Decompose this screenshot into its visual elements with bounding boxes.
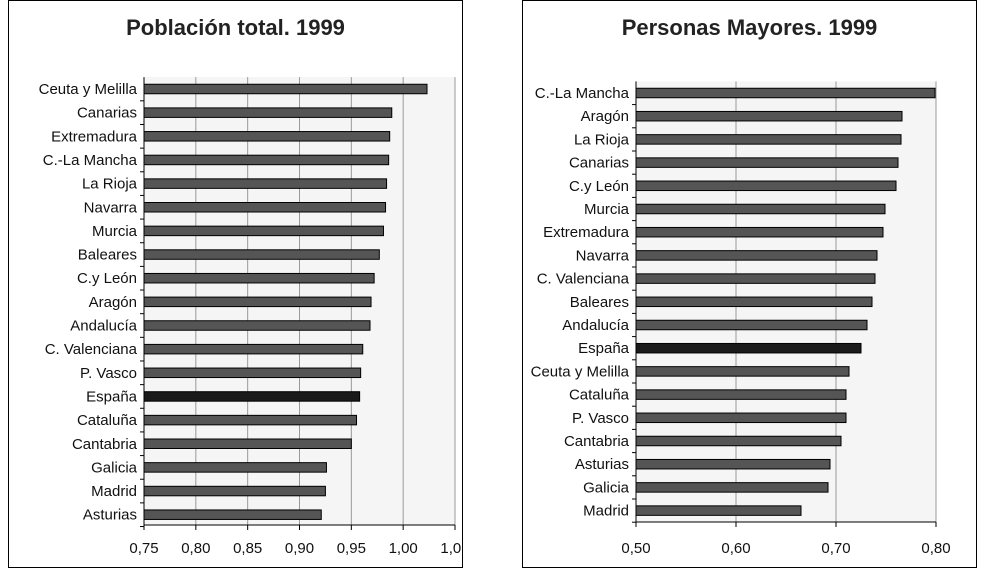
bar-andalucía [635, 319, 868, 331]
bar-ceuta-y-melilla [635, 366, 850, 377]
bar-cataluña [635, 389, 847, 400]
category-label: Canarias [569, 155, 629, 172]
bar-españa [635, 342, 862, 354]
bar-aragón [143, 296, 372, 308]
category-label: Andalucía [70, 318, 137, 335]
bar-andalucía [143, 320, 371, 331]
x-tick-label: 0,95 [337, 540, 366, 557]
bar-chart-poblacion-total: 0,75 0,80 0,85 0,90 0,95 1,00 1,05 Ceuta y Meli… [39, 77, 463, 557]
x-tick-label: 0,80 [921, 540, 950, 557]
bar-murcia [635, 203, 886, 215]
chart-title: Población total. 1999 [126, 15, 345, 40]
category-label: C.-La Mancha [43, 152, 138, 169]
x-tick-label: 0,70 [821, 540, 850, 557]
bar-ceuta-y-melilla [143, 83, 428, 95]
category-label: Cataluña [569, 387, 630, 404]
category-label: P. Vasco [80, 365, 137, 382]
bar-madrid [635, 505, 802, 516]
x-tick-label: 0,75 [129, 540, 158, 557]
x-tick-label: 1,00 [389, 540, 418, 557]
bar-aragón [635, 110, 903, 122]
category-label: Asturias [83, 507, 137, 524]
bar-canarias [635, 157, 899, 168]
x-tick-label: 0,90 [285, 540, 314, 557]
bar-madrid [143, 485, 326, 497]
category-label: Asturias [575, 456, 629, 473]
bar-asturias [635, 458, 831, 470]
bar-asturias [143, 509, 322, 520]
chart-panel-personas-mayores: Personas Mayores. 1999 0,50 0,60 0,70 0,80 C… [522, 0, 977, 568]
category-label: Madrid [91, 483, 137, 500]
bar-galicia [143, 462, 327, 473]
category-label: C. Valenciana [45, 341, 138, 358]
category-label: Navarra [84, 199, 138, 216]
category-label: Extremadura [543, 224, 630, 241]
bar-extremadura [143, 131, 391, 142]
bar-c-y-león [635, 180, 897, 192]
bar-c-la-mancha [635, 87, 936, 99]
category-label: Baleares [570, 294, 629, 311]
bar-c-y-león [143, 272, 375, 284]
x-tick-label: 0,60 [721, 540, 750, 557]
bar-galicia [635, 482, 829, 493]
x-tick-label: 0,50 [621, 540, 650, 557]
category-label: Baleares [78, 247, 137, 264]
bar-navarra [635, 250, 878, 261]
category-label: Galicia [583, 479, 630, 496]
category-label: Cantabria [564, 433, 630, 450]
x-tick-label: 0,85 [233, 540, 262, 557]
category-label: España [86, 388, 138, 405]
bar-navarra [143, 202, 387, 213]
category-label: Galicia [91, 459, 138, 476]
category-label: P. Vasco [572, 410, 629, 427]
category-label: Madrid [583, 503, 629, 520]
category-label: La Rioja [574, 131, 630, 148]
category-label: Ceuta y Melilla [39, 81, 138, 98]
bar-baleares [143, 249, 380, 260]
bar-murcia [143, 225, 384, 237]
category-label: C. Valenciana [537, 271, 630, 288]
bar-p-vasco [143, 367, 362, 379]
category-label: Cantabria [72, 436, 138, 453]
bar-c-valenciana [143, 343, 364, 355]
bar-baleares [635, 296, 873, 308]
category-label: C.y León [77, 270, 137, 287]
category-label: Extremadura [51, 128, 138, 145]
bar-c-valenciana [635, 273, 876, 284]
x-tick-label: 1,05 [440, 540, 463, 557]
category-label: La Rioja [82, 176, 138, 193]
bar-chart-personas-mayores: 0,50 0,60 0,70 0,80 C.-La Mancha Aragón La Rio… [531, 81, 951, 557]
category-label: Navarra [576, 247, 630, 264]
chart-title: Personas Mayores. 1999 [621, 15, 878, 40]
category-label: C.-La Mancha [535, 85, 630, 102]
category-label: Aragón [89, 294, 137, 311]
bar-cataluña [143, 414, 358, 426]
category-label: Cataluña [77, 412, 138, 429]
x-tick-label: 0,80 [181, 540, 210, 557]
bar-extremadura [635, 226, 884, 238]
bar-cantabria [143, 438, 352, 449]
category-label: Ceuta y Melilla [531, 363, 630, 380]
bar-p-vasco [635, 412, 847, 424]
bar-la-rioja [635, 134, 902, 145]
category-label: España [578, 340, 630, 357]
category-label: Andalucía [562, 317, 629, 334]
bar-la-rioja [143, 178, 388, 189]
category-label: Canarias [77, 105, 137, 122]
bar-cantabria [635, 435, 842, 447]
category-label: Murcia [584, 201, 630, 218]
category-label: Aragón [581, 108, 629, 125]
chart-panel-poblacion-total: Población total. 1999 0,75 0,80 0,85 0,90 0,… [8, 0, 463, 568]
bar-c-la-mancha [143, 154, 390, 166]
category-label: Murcia [92, 223, 138, 240]
bar-canarias [143, 107, 393, 118]
bar-españa [143, 391, 361, 402]
category-label: C.y León [569, 178, 629, 195]
